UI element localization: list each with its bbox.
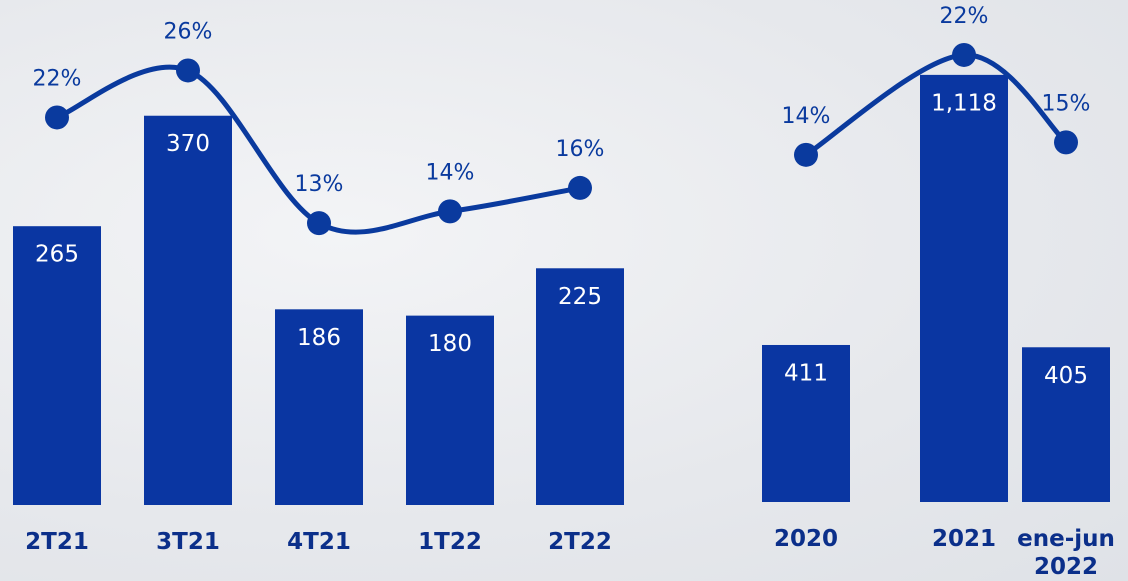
bar bbox=[13, 226, 101, 505]
bar-value-label: 180 bbox=[428, 331, 472, 357]
x-tick-label: ene-jun 2022 bbox=[1017, 526, 1115, 580]
margin-point bbox=[45, 105, 69, 130]
margin-label: 14% bbox=[426, 160, 475, 185]
bar-value-label: 370 bbox=[166, 131, 210, 157]
x-tick-label: 2021 bbox=[931, 526, 996, 552]
x-tick-label: 1T22 bbox=[418, 529, 482, 555]
bar-value-label: 186 bbox=[297, 325, 341, 351]
margin-point bbox=[794, 142, 818, 167]
margin-label: 16% bbox=[556, 137, 605, 162]
margin-point bbox=[952, 42, 976, 67]
bar-value-label: 225 bbox=[558, 284, 602, 310]
bar bbox=[920, 74, 1008, 502]
margin-label: 15% bbox=[1042, 91, 1091, 116]
bar-value-label: 1,118 bbox=[931, 90, 997, 116]
margin-point bbox=[176, 58, 200, 83]
margin-point bbox=[568, 175, 592, 200]
bar bbox=[144, 115, 232, 506]
bar bbox=[762, 344, 850, 502]
margin-label: 22% bbox=[33, 66, 82, 91]
x-tick-label: 2T22 bbox=[548, 529, 612, 555]
margin-point bbox=[307, 211, 331, 236]
bar bbox=[406, 315, 494, 505]
margin-point bbox=[1054, 130, 1078, 155]
x-tick-label: 4T21 bbox=[287, 529, 351, 555]
margin-label: 14% bbox=[782, 104, 831, 129]
margin-label: 13% bbox=[295, 172, 344, 197]
x-tick-label: 2T21 bbox=[25, 529, 89, 555]
bar bbox=[536, 268, 624, 505]
bar-value-label: 265 bbox=[35, 242, 79, 268]
bar-value-label: 411 bbox=[784, 360, 828, 386]
margin-label: 22% bbox=[940, 4, 989, 29]
margin-line bbox=[56, 64, 581, 235]
margin-point bbox=[438, 199, 462, 224]
bar bbox=[275, 309, 363, 505]
bar bbox=[1022, 347, 1110, 502]
bar-value-label: 405 bbox=[1044, 363, 1088, 389]
x-tick-label: 3T21 bbox=[156, 529, 220, 555]
x-tick-label: 2020 bbox=[773, 526, 838, 552]
margin-label: 26% bbox=[164, 19, 213, 44]
